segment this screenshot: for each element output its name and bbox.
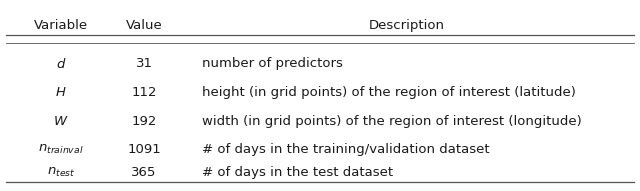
Text: $W$: $W$: [53, 115, 68, 128]
Text: 192: 192: [131, 115, 157, 128]
Text: number of predictors: number of predictors: [202, 57, 342, 70]
Text: width (in grid points) of the region of interest (longitude): width (in grid points) of the region of …: [202, 115, 581, 128]
Text: Variable: Variable: [34, 19, 88, 32]
Text: 112: 112: [131, 86, 157, 99]
Text: Value: Value: [125, 19, 163, 32]
Text: # of days in the test dataset: # of days in the test dataset: [202, 166, 393, 179]
Text: height (in grid points) of the region of interest (latitude): height (in grid points) of the region of…: [202, 86, 575, 99]
Text: 1091: 1091: [127, 143, 161, 156]
Text: 31: 31: [136, 57, 152, 70]
Text: $d$: $d$: [56, 57, 66, 71]
Text: # of days in the training/validation dataset: # of days in the training/validation dat…: [202, 143, 489, 156]
Text: 365: 365: [131, 166, 157, 179]
Text: $n_{trainval}$: $n_{trainval}$: [38, 143, 84, 156]
Text: Description: Description: [369, 19, 444, 32]
Text: $n_{test}$: $n_{test}$: [47, 166, 75, 179]
Text: $H$: $H$: [55, 86, 67, 99]
